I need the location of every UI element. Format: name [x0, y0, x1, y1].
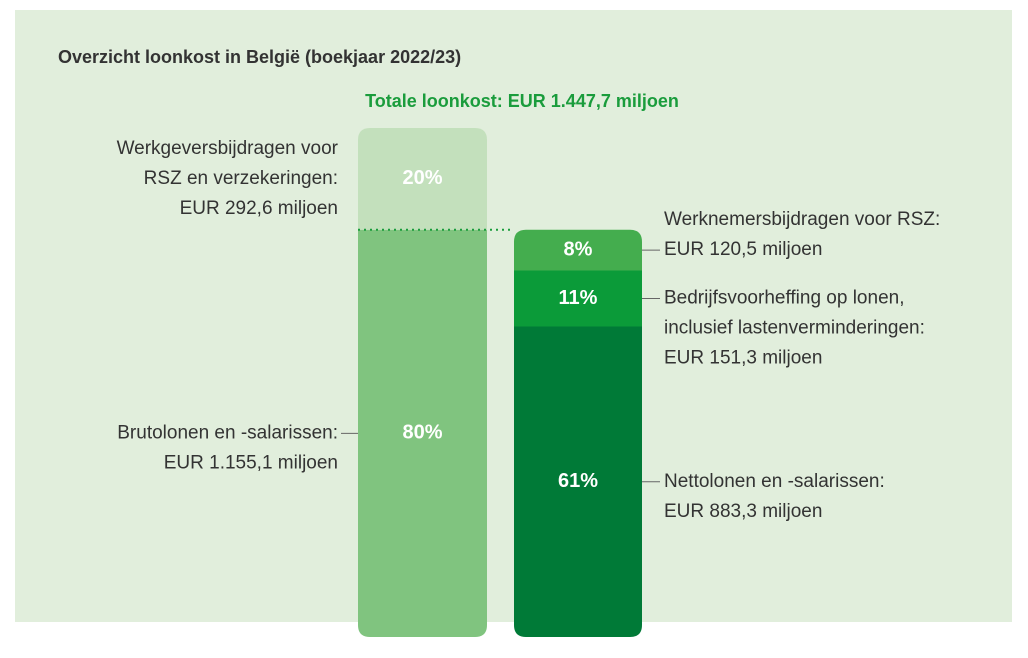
segment-label: EUR 292,6 miljoen — [180, 198, 338, 219]
chart-title: Overzicht loonkost in België (boekjaar 2… — [58, 47, 461, 67]
segment-label: inclusief lastenverminderingen: — [664, 318, 925, 339]
value-label: 8% — [564, 238, 593, 260]
segment-label: Werkgeversbijdragen voor — [117, 138, 339, 159]
segment-label: Nettolonen en -salarissen: — [664, 471, 885, 492]
value-label: 20% — [402, 167, 442, 189]
bar-segment — [358, 229, 487, 638]
segment-label: Bedrijfsvoorheffing op lonen, — [664, 288, 904, 309]
bar-segment — [514, 229, 642, 271]
segment-label: Werknemersbijdragen voor RSZ: — [664, 209, 940, 230]
chart-subtitle: Totale loonkost: EUR 1.447,7 miljoen — [365, 91, 679, 111]
segment-label: RSZ en verzekeringen: — [144, 168, 338, 189]
bar-segment — [514, 326, 642, 637]
value-label: 11% — [559, 287, 598, 309]
segment-label: EUR 1.155,1 miljoen — [164, 452, 338, 473]
segment-label: EUR 883,3 miljoen — [664, 501, 822, 522]
value-label: 61% — [558, 470, 598, 492]
segment-label: Brutolonen en -salarissen: — [117, 422, 338, 443]
bar-segment — [514, 270, 642, 327]
segment-label: EUR 120,5 miljoen — [664, 239, 822, 260]
segment-label: EUR 151,3 miljoen — [664, 348, 822, 369]
panel — [15, 10, 1012, 622]
value-label: 80% — [402, 422, 442, 444]
bar-segment — [358, 128, 487, 230]
